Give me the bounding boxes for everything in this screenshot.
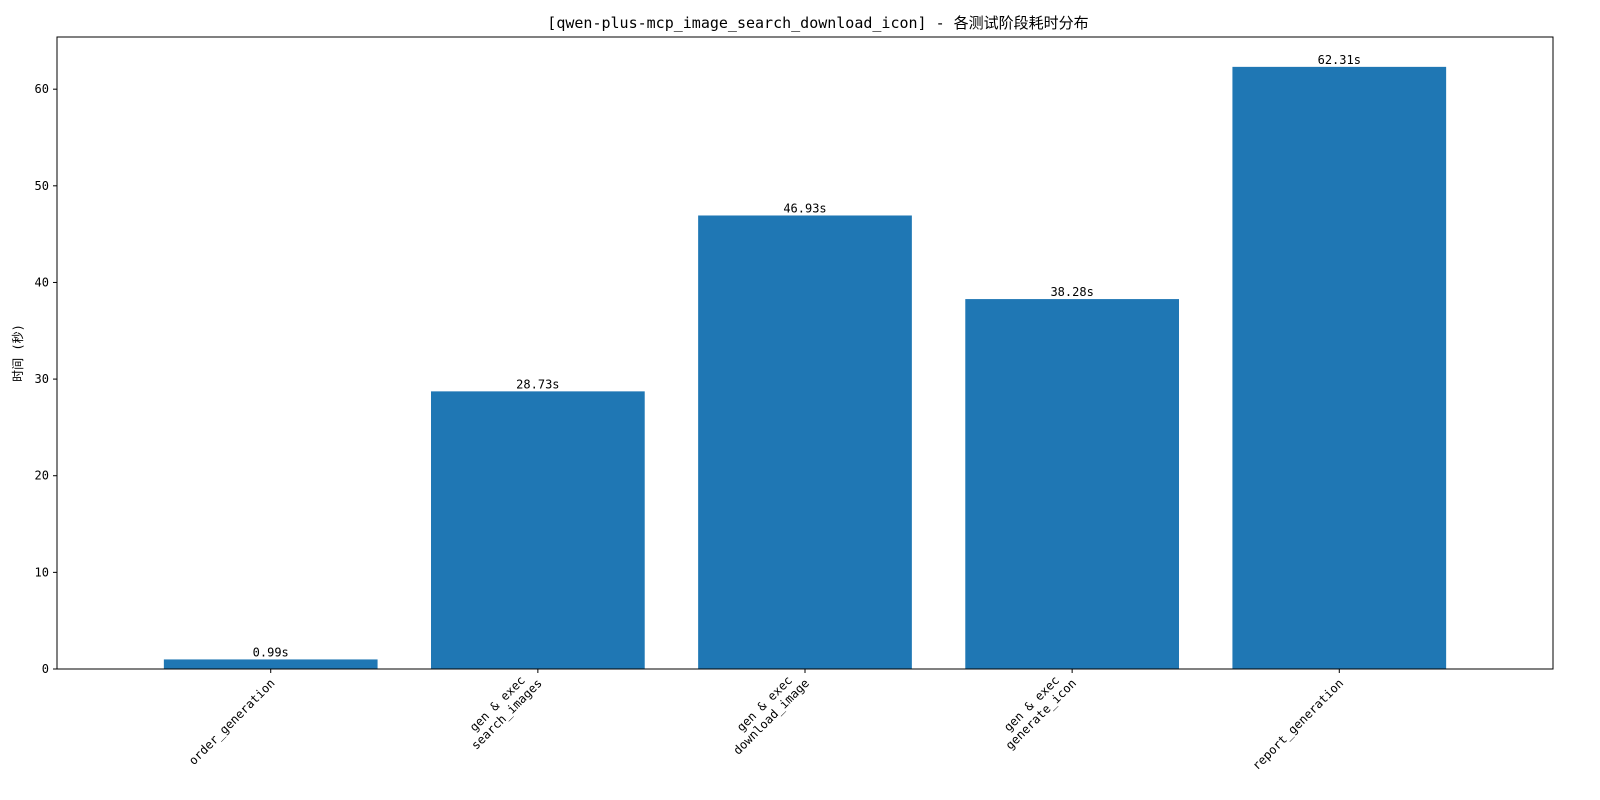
- y-axis-label: 时间 (秒): [11, 324, 25, 382]
- y-tick-label-0: 0: [42, 662, 49, 676]
- y-tick-label-2: 20: [35, 469, 49, 483]
- bar-0: [163, 659, 378, 669]
- bar-2: [698, 215, 912, 669]
- bar-1: [431, 391, 645, 669]
- bar-value-label-3: 38.28s: [1050, 285, 1093, 299]
- y-axis: 0 10 20 30 40 50 60: [35, 82, 57, 676]
- y-tick-label-5: 50: [35, 179, 49, 193]
- x-axis: order_generation gen & execsearch_images g…: [186, 666, 1346, 773]
- x-tick-label-0: order_generation: [186, 676, 278, 768]
- bar-value-label-2: 46.93s: [783, 201, 826, 215]
- y-tick-label-3: 30: [35, 372, 49, 386]
- x-tick-label-2: gen & execdownload_image: [721, 666, 812, 757]
- bar-value-label-1: 28.73s: [516, 377, 559, 391]
- chart-title: [qwen-plus-mcp_image_search_download_ico…: [547, 14, 1088, 32]
- bar-4: [1232, 66, 1447, 670]
- y-tick-label-1: 10: [35, 565, 49, 579]
- bar-value-label-4: 62.31s: [1318, 53, 1361, 67]
- y-tick-label-6: 60: [35, 82, 49, 96]
- x-tick-label-4: report_generation: [1249, 676, 1346, 773]
- bar-value-label-0: 0.99s: [253, 645, 289, 659]
- x-tick-label-3: gen & execgenerate_icon: [993, 666, 1079, 752]
- bars-group: [163, 66, 1447, 670]
- x-tick-label-1: gen & execsearch_images: [459, 666, 545, 752]
- plot-frame: [56, 36, 1554, 670]
- bar-value-labels: 0.99s 28.73s 46.93s 38.28s 62.31s: [253, 53, 1361, 660]
- bar-3: [965, 299, 1179, 669]
- y-tick-label-4: 40: [35, 275, 49, 289]
